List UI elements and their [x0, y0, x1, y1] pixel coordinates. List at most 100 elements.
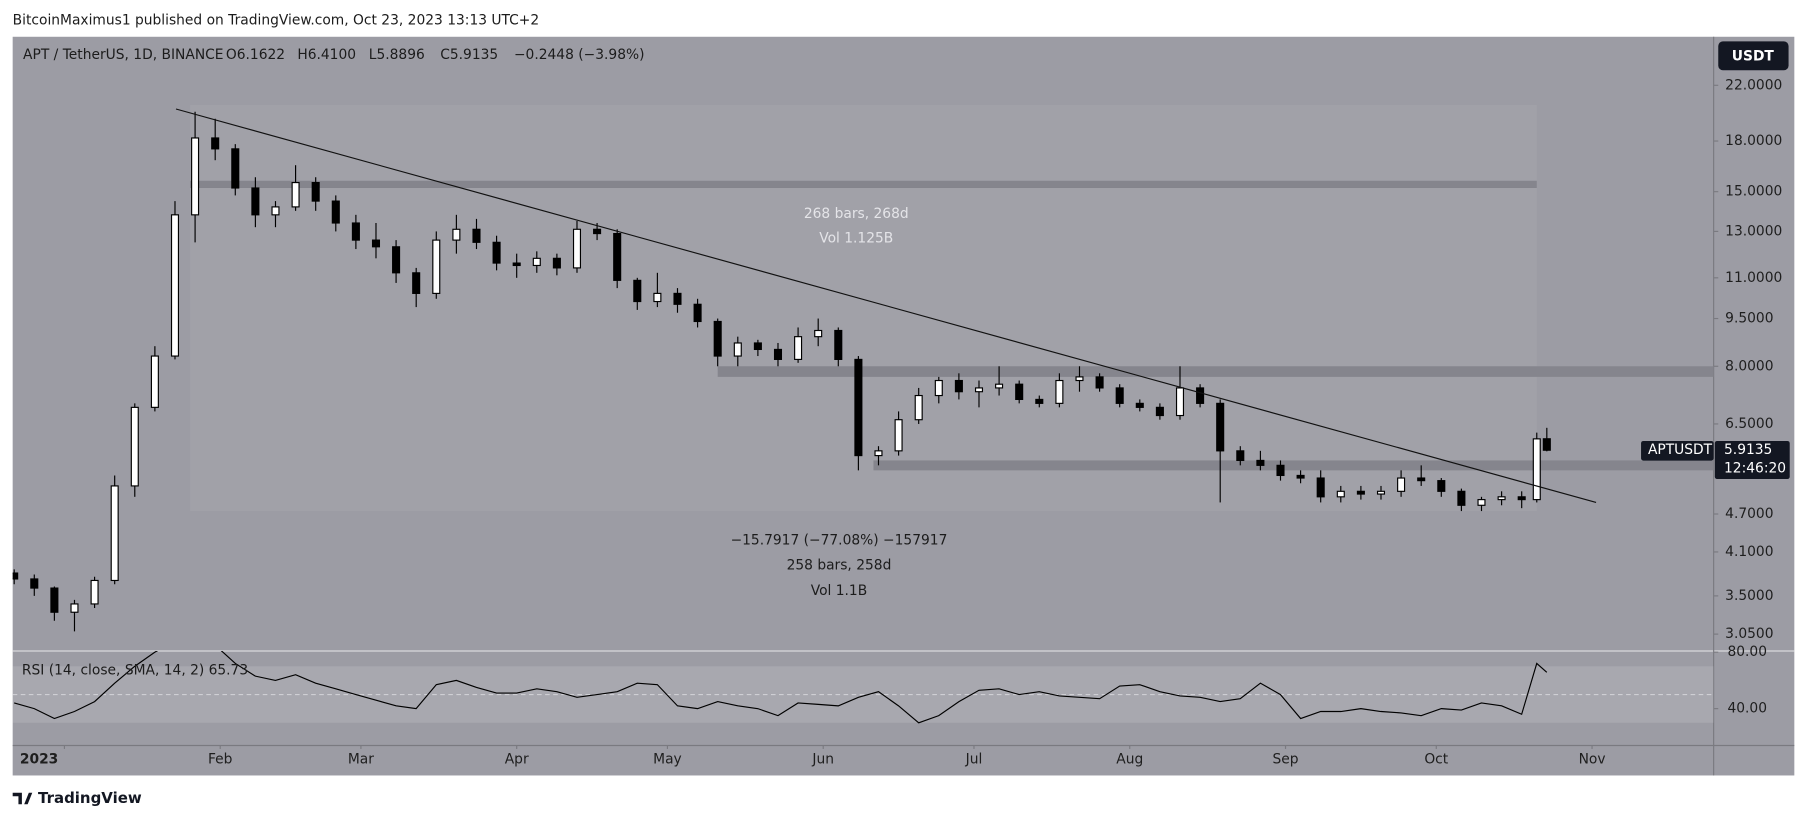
candle-body — [995, 383, 1004, 389]
candle-body — [331, 200, 340, 224]
currency-label: USDT — [1732, 48, 1775, 64]
candle-body — [894, 419, 903, 452]
candle-body — [552, 257, 561, 269]
measure-label: Vol 1.1B — [811, 583, 868, 599]
candle-body — [532, 257, 541, 267]
candle-body — [954, 379, 963, 393]
measure-range — [190, 104, 1537, 512]
candle-body — [90, 579, 99, 605]
ohlc-value: H6.4100 — [297, 47, 356, 63]
candle-body — [492, 241, 501, 264]
x-tick-label: Apr — [505, 751, 529, 767]
measure-label: Vol 1.125B — [819, 230, 893, 246]
candle-body — [351, 222, 360, 241]
candle-body — [1457, 490, 1466, 506]
candle-body — [1095, 376, 1104, 389]
sr-zone — [873, 460, 1714, 471]
main-pane — [12, 104, 1714, 632]
sr-zone — [717, 366, 1714, 377]
rsi-pane — [12, 651, 1714, 724]
candle-body — [412, 272, 421, 294]
candle-body — [834, 329, 843, 360]
candle-body — [713, 320, 722, 357]
candle-body — [170, 214, 180, 357]
candle-body — [110, 485, 119, 582]
candle-body — [653, 292, 662, 303]
candle-body — [673, 292, 682, 305]
measure-label: 268 bars, 268d — [804, 206, 909, 222]
candle-body — [291, 181, 300, 208]
publish-header: BitcoinMaximus1 published on TradingView… — [13, 13, 539, 29]
x-tick-label: 2023 — [20, 751, 58, 767]
footer-logo — [12, 792, 33, 805]
candle-body — [1075, 376, 1084, 382]
footer-brand: TradingView — [38, 789, 142, 807]
candle-body — [934, 379, 943, 397]
candle-body — [1477, 499, 1486, 506]
x-tick-label: Sep — [1272, 751, 1298, 767]
candle-body — [472, 228, 481, 243]
candle-body — [50, 587, 59, 613]
candle-body — [30, 578, 39, 589]
y-tick-label: 22.0000 — [1725, 77, 1782, 93]
rsi-line — [14, 651, 1548, 724]
candle-body — [1517, 496, 1526, 501]
candle-body — [1175, 387, 1185, 417]
y-tick-label: 4.7000 — [1725, 506, 1773, 522]
change-value: −0.2448 (−3.98%) — [514, 47, 645, 63]
x-tick-label: May — [653, 751, 682, 767]
candle-body — [191, 137, 200, 216]
candle-body — [914, 394, 923, 421]
candle-body — [211, 137, 220, 150]
y-tick-label: 6.5000 — [1725, 416, 1773, 432]
candle-body — [1497, 496, 1506, 501]
candle-body — [1055, 379, 1064, 404]
candle-body — [1216, 402, 1225, 452]
rsi-value: 65.73 — [209, 663, 249, 679]
chart-background — [12, 36, 1795, 776]
candle-body — [271, 206, 280, 216]
candle-body — [1115, 387, 1124, 404]
y-tick-label: 18.0000 — [1725, 133, 1782, 149]
y-tick-label: 11.0000 — [1725, 270, 1782, 286]
candle-body — [1336, 490, 1345, 498]
candle-body — [70, 603, 79, 613]
candle-body — [452, 228, 461, 241]
ohlc-value: O6.1622 — [226, 47, 285, 63]
sr-zone — [190, 180, 1537, 188]
candle-body — [1437, 480, 1446, 492]
currency-badge — [1718, 41, 1789, 71]
candle-body — [12, 572, 19, 580]
candle-body — [814, 329, 823, 338]
x-tick-label: Mar — [348, 751, 374, 767]
candle-body — [572, 228, 582, 269]
candle-body — [974, 387, 984, 393]
y-tick-label: 3.5000 — [1725, 588, 1773, 604]
candle-body — [874, 450, 883, 457]
candle-body — [613, 232, 622, 281]
price-label-name-bg — [1641, 440, 1714, 461]
candle-body — [693, 303, 702, 323]
candle-body — [1196, 387, 1205, 404]
y-tick-label: 13.0000 — [1725, 223, 1782, 239]
price-label-bg — [1714, 440, 1790, 480]
candle-body — [1532, 438, 1541, 501]
candle-body — [130, 406, 139, 487]
candle-body — [251, 187, 260, 216]
candle-body — [854, 358, 863, 457]
y-tick-label: 15.0000 — [1725, 184, 1782, 200]
candle-body — [1135, 402, 1144, 408]
candle-body — [1542, 438, 1551, 451]
x-tick-label: Feb — [208, 751, 233, 767]
candle-body — [1276, 464, 1285, 477]
rsi-title: RSI (14, close, SMA, 14, 2) — [22, 663, 204, 679]
candle-body — [773, 348, 783, 360]
candle-body — [231, 148, 240, 189]
y-tick-label: 9.5000 — [1725, 311, 1773, 327]
candle-body — [1236, 450, 1245, 462]
trendline — [175, 108, 1597, 503]
x-tick-label: Aug — [1116, 751, 1143, 767]
candle-body — [633, 279, 642, 303]
price-label-value: 5.9135 — [1724, 442, 1772, 458]
